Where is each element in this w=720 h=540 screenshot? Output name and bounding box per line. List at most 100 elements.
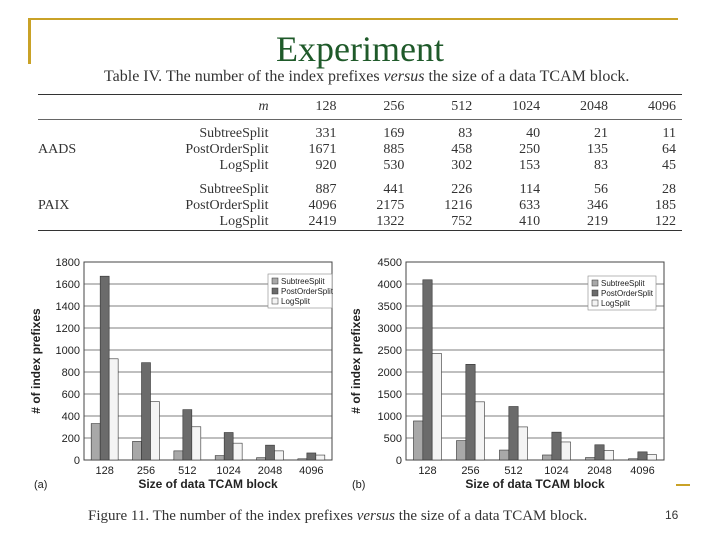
table-cell: 633 bbox=[519, 198, 541, 213]
y-tick-label: 400 bbox=[62, 411, 80, 423]
bar-chart-a: 0 200 400 600 800 1000 1200 1400 1600 1800 128 256 5… bbox=[29, 257, 334, 491]
table-cell: 28 bbox=[662, 182, 676, 197]
y-tick-label: 1600 bbox=[56, 279, 80, 291]
table-row: LogSplit 2419 1322 752 410 219 122 bbox=[38, 214, 682, 231]
bar-postordersplit bbox=[508, 406, 519, 461]
table-cell: 331 bbox=[315, 126, 337, 141]
table-cell: 887 bbox=[315, 182, 337, 197]
bar-subtreesplit bbox=[413, 420, 424, 461]
y-tick-label: 4000 bbox=[378, 279, 402, 291]
table-cell: 83 bbox=[594, 158, 609, 173]
legend-swatch bbox=[591, 299, 599, 307]
page-number: 16 bbox=[665, 508, 679, 522]
table-cell: 1671 bbox=[308, 142, 337, 157]
legend-swatch bbox=[591, 279, 599, 287]
bar-subtreesplit bbox=[214, 455, 225, 461]
header-col: 4096 bbox=[614, 94, 682, 120]
table-cell: 441 bbox=[383, 182, 405, 197]
table-cell: 752 bbox=[410, 214, 479, 231]
table-row: SubtreeSplit 887 441 226 114 56 28 bbox=[38, 182, 682, 198]
y-tick-label: 1200 bbox=[56, 323, 80, 335]
y-axis-label: # of index prefixes bbox=[29, 308, 43, 414]
table-cell: 885 bbox=[383, 142, 405, 157]
x-tick-label: 128 bbox=[418, 465, 436, 477]
bar-postordersplit bbox=[141, 362, 151, 461]
figure-caption-pre: Figure 11. The number of the index prefi… bbox=[88, 508, 357, 524]
legend-swatch bbox=[591, 289, 599, 297]
bar-postordersplit bbox=[182, 409, 193, 461]
group-label-paix: PAIX bbox=[38, 198, 70, 213]
y-tick-label: 1000 bbox=[56, 345, 80, 357]
legend-swatch bbox=[271, 277, 279, 285]
y-tick-label: 200 bbox=[62, 433, 80, 445]
bar-postordersplit bbox=[265, 444, 275, 461]
x-tick-label: 512 bbox=[178, 465, 196, 477]
table-cell: 64 bbox=[662, 142, 676, 157]
table-cell: 1322 bbox=[342, 214, 411, 231]
y-tick-label: 3500 bbox=[378, 301, 402, 313]
header-col: 128 bbox=[274, 94, 343, 120]
bar-logsplit bbox=[232, 442, 243, 461]
legend-label: PostOrderSplit bbox=[281, 287, 334, 296]
table-cell: 21 bbox=[594, 126, 609, 141]
bar-postordersplit bbox=[223, 432, 234, 461]
x-tick-label: 128 bbox=[95, 465, 113, 477]
bar-postordersplit bbox=[637, 451, 648, 461]
y-tick-label: 1500 bbox=[378, 389, 402, 401]
bar-subtreesplit bbox=[297, 458, 308, 461]
legend-box bbox=[587, 275, 657, 311]
bar-subtreesplit bbox=[256, 457, 266, 461]
row-label: SubtreeSplit bbox=[199, 126, 269, 141]
bar-subtreesplit bbox=[585, 457, 596, 461]
legend-box bbox=[267, 273, 333, 309]
top-accent-line bbox=[28, 18, 678, 20]
bar-logsplit bbox=[315, 454, 326, 461]
bar-logsplit bbox=[646, 454, 657, 461]
y-tick-label: 1000 bbox=[378, 411, 402, 423]
table-row: SubtreeSplit 331 169 83 40 21 11 bbox=[38, 120, 682, 143]
bar-postordersplit bbox=[465, 364, 476, 461]
table-cell: 11 bbox=[662, 126, 676, 141]
bar-subtreesplit bbox=[628, 458, 639, 461]
table-cell: 185 bbox=[655, 198, 676, 213]
bar-logsplit bbox=[603, 450, 614, 461]
bar-postordersplit bbox=[594, 444, 605, 461]
legend-label: PostOrderSplit bbox=[601, 289, 654, 298]
table-caption: Table IV. The number of the index prefix… bbox=[104, 68, 629, 86]
y-tick-label: 600 bbox=[62, 389, 80, 401]
table-row: LogSplit 920 530 302 153 83 45 bbox=[38, 158, 682, 174]
table-cell: 4096 bbox=[308, 198, 337, 213]
row-label: LogSplit bbox=[112, 214, 275, 231]
y-tick-label: 0 bbox=[396, 455, 402, 467]
table-cell: 2419 bbox=[274, 214, 343, 231]
bar-logsplit bbox=[150, 401, 160, 461]
legend-label: LogSplit bbox=[281, 297, 311, 306]
y-tick-label: 2000 bbox=[378, 367, 402, 379]
table-cell: 56 bbox=[594, 182, 609, 197]
table-cell: 153 bbox=[519, 158, 541, 173]
table-cell: 169 bbox=[383, 126, 405, 141]
bar-logsplit bbox=[431, 353, 442, 461]
prefix-table: m 128 256 512 1024 2048 4096 SubtreeSpli… bbox=[38, 94, 682, 231]
table-cell: 114 bbox=[519, 182, 541, 197]
table-cell: 530 bbox=[383, 158, 405, 173]
row-label: LogSplit bbox=[219, 158, 269, 173]
panel-label: (b) bbox=[352, 479, 365, 491]
bar-logsplit bbox=[191, 426, 202, 461]
y-tick-label: 800 bbox=[62, 367, 80, 379]
y-tick-label: 1400 bbox=[56, 301, 80, 313]
header-col: 1024 bbox=[478, 94, 547, 120]
x-tick-label: 4096 bbox=[630, 465, 654, 477]
x-tick-label: 256 bbox=[137, 465, 155, 477]
y-tick-label: 1800 bbox=[56, 257, 80, 269]
group-label-aads: AADS bbox=[38, 142, 77, 157]
x-tick-label: 1024 bbox=[544, 465, 568, 477]
table-cell: 83 bbox=[458, 126, 473, 141]
x-axis-label: Size of data TCAM block bbox=[138, 477, 278, 491]
table-cell: 45 bbox=[662, 158, 676, 173]
legend-label: LogSplit bbox=[601, 299, 631, 308]
y-tick-label: 500 bbox=[384, 433, 402, 445]
x-axis-label: Size of data TCAM block bbox=[465, 477, 605, 491]
row-label: PostOrderSplit bbox=[185, 142, 269, 157]
header-col: 512 bbox=[410, 94, 479, 120]
